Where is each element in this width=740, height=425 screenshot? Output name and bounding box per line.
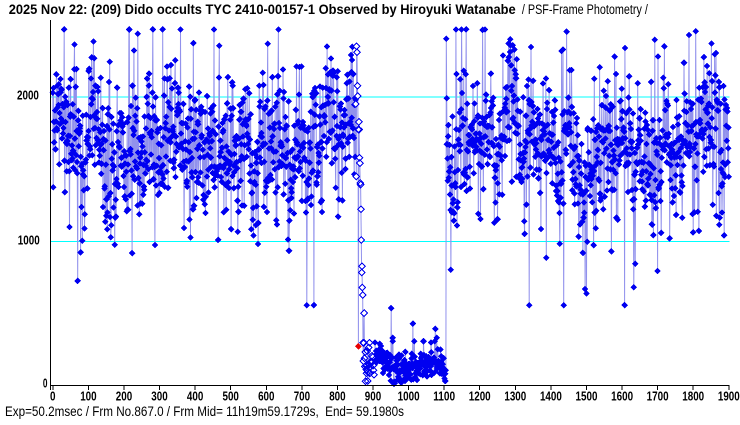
svg-text:2000: 2000 — [17, 88, 39, 103]
svg-text:400: 400 — [187, 388, 203, 403]
svg-text:0: 0 — [50, 388, 56, 403]
svg-text:600: 600 — [258, 388, 274, 403]
svg-text:1000: 1000 — [398, 388, 420, 403]
svg-text:Exp=50.2msec / Frm No.867.0 /: Exp=50.2msec / Frm No.867.0 / Frm Mid= 1… — [5, 404, 404, 419]
svg-text:800: 800 — [329, 388, 345, 403]
svg-text:900: 900 — [365, 388, 381, 403]
svg-text:100: 100 — [80, 388, 96, 403]
svg-text:300: 300 — [151, 388, 167, 403]
svg-text:2025 Nov 22: (209) Dido occult: 2025 Nov 22: (209) Dido occults TYC 2410… — [9, 2, 516, 17]
svg-text:200: 200 — [116, 388, 132, 403]
svg-text:1300: 1300 — [504, 388, 526, 403]
svg-text:1800: 1800 — [682, 388, 704, 403]
svg-text:700: 700 — [294, 388, 310, 403]
svg-text:1900: 1900 — [718, 388, 740, 403]
svg-text:/ PSF-Frame Photometry /: / PSF-Frame Photometry / — [522, 2, 648, 17]
svg-text:1600: 1600 — [611, 388, 633, 403]
svg-text:1500: 1500 — [576, 388, 598, 403]
svg-text:500: 500 — [223, 388, 239, 403]
svg-text:1000: 1000 — [18, 233, 40, 248]
svg-text:0: 0 — [43, 375, 48, 390]
svg-text:1700: 1700 — [647, 388, 669, 403]
svg-text:1100: 1100 — [433, 388, 455, 403]
svg-text:1200: 1200 — [469, 388, 491, 403]
svg-text:1400: 1400 — [540, 388, 562, 403]
